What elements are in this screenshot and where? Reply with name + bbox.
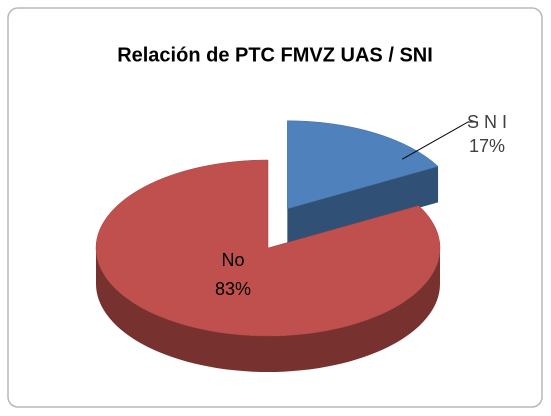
- slice: [287, 120, 439, 210]
- chart-title: Relación de PTC FMVZ UAS / SNI: [117, 44, 433, 66]
- data-label-value: 83%: [215, 279, 251, 299]
- data-label-name: S N I: [467, 112, 507, 132]
- slice: [95, 159, 441, 337]
- data-label-value: 17%: [469, 136, 505, 156]
- slice-wall: [287, 166, 439, 245]
- leader-line: [401, 121, 478, 160]
- data-label-name: No: [221, 250, 244, 270]
- slice-side: [96, 248, 440, 372]
